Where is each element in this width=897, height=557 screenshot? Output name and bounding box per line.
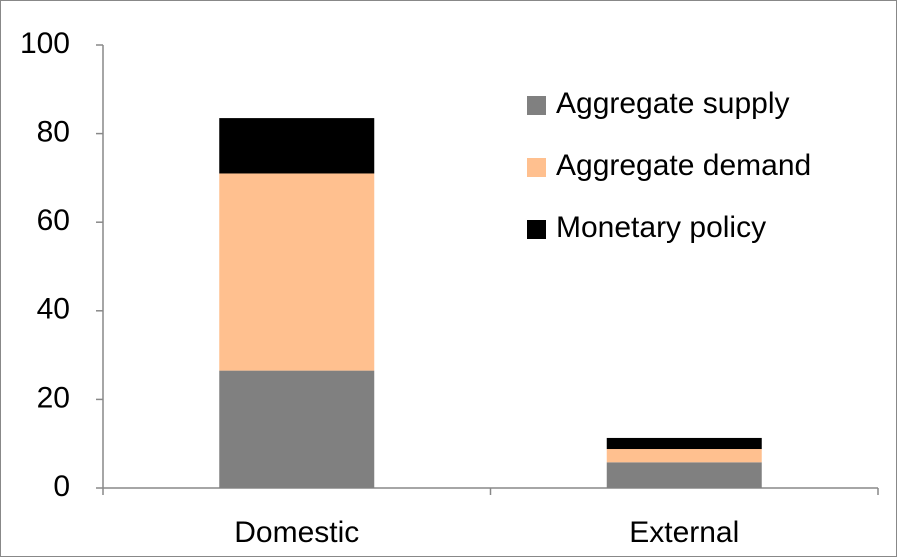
bar-segment	[606, 437, 762, 450]
legend-swatch	[527, 96, 546, 115]
bar-segment	[606, 462, 762, 488]
legend-swatch	[527, 158, 546, 177]
bar-segment	[219, 173, 375, 371]
y-tick-label: 40	[37, 293, 70, 326]
x-tick-label: Domestic	[234, 516, 359, 549]
legend-swatch	[527, 220, 546, 239]
legend-label: Aggregate demand	[556, 149, 811, 182]
y-tick-label: 20	[37, 381, 70, 414]
bar-segment	[219, 118, 375, 174]
y-tick-label: 80	[37, 116, 70, 149]
y-tick-label: 0	[53, 470, 70, 503]
bar-segment	[606, 449, 762, 463]
legend-label: Monetary policy	[556, 211, 766, 244]
bar-segment	[219, 370, 375, 488]
y-tick-label: 100	[20, 27, 70, 60]
x-tick-label: External	[629, 516, 739, 549]
y-tick-label: 60	[37, 204, 70, 237]
legend-label: Aggregate supply	[556, 87, 790, 120]
